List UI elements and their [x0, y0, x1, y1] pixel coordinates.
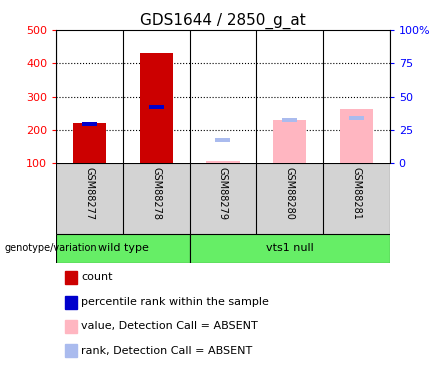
Text: GSM88281: GSM88281: [351, 167, 362, 220]
Bar: [73, 123, 107, 163]
Text: GSM88279: GSM88279: [218, 167, 228, 220]
Bar: [82, 122, 97, 126]
Bar: [273, 120, 307, 163]
Bar: [349, 116, 364, 120]
Text: wild type: wild type: [97, 243, 149, 254]
Bar: [206, 161, 240, 163]
Text: GSM88277: GSM88277: [84, 167, 95, 220]
Text: rank, Detection Call = ABSENT: rank, Detection Call = ABSENT: [81, 346, 252, 355]
Title: GDS1644 / 2850_g_at: GDS1644 / 2850_g_at: [140, 12, 306, 28]
Bar: [339, 109, 373, 163]
Text: percentile rank within the sample: percentile rank within the sample: [81, 297, 269, 307]
Bar: [139, 53, 173, 163]
Text: GSM88278: GSM88278: [151, 167, 162, 220]
Bar: [149, 105, 164, 109]
Text: value, Detection Call = ABSENT: value, Detection Call = ABSENT: [81, 321, 258, 331]
Text: count: count: [81, 273, 113, 282]
Bar: [216, 138, 230, 142]
Bar: [190, 234, 390, 262]
Bar: [56, 234, 190, 262]
Text: GSM88280: GSM88280: [284, 167, 295, 220]
Bar: [282, 118, 297, 122]
Text: vts1 null: vts1 null: [266, 243, 313, 254]
Text: genotype/variation: genotype/variation: [4, 243, 97, 254]
